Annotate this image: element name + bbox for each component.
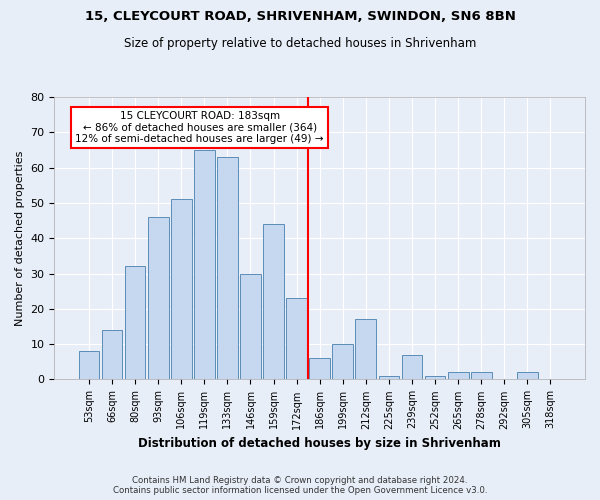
Bar [471, 372, 491, 380]
Bar [332, 344, 353, 380]
Bar [148, 217, 169, 380]
Bar [194, 150, 215, 380]
Bar [171, 200, 191, 380]
Bar [286, 298, 307, 380]
Text: Contains HM Land Registry data © Crown copyright and database right 2024.
Contai: Contains HM Land Registry data © Crown c… [113, 476, 487, 495]
Bar [310, 358, 330, 380]
Y-axis label: Number of detached properties: Number of detached properties [15, 150, 25, 326]
Bar [425, 376, 445, 380]
Bar [448, 372, 469, 380]
Text: Size of property relative to detached houses in Shrivenham: Size of property relative to detached ho… [124, 38, 476, 51]
Bar [240, 274, 261, 380]
Bar [263, 224, 284, 380]
Bar [379, 376, 400, 380]
Bar [125, 266, 145, 380]
Text: 15 CLEYCOURT ROAD: 183sqm
← 86% of detached houses are smaller (364)
12% of semi: 15 CLEYCOURT ROAD: 183sqm ← 86% of detac… [76, 111, 324, 144]
Bar [101, 330, 122, 380]
Bar [401, 354, 422, 380]
Bar [217, 157, 238, 380]
Text: 15, CLEYCOURT ROAD, SHRIVENHAM, SWINDON, SN6 8BN: 15, CLEYCOURT ROAD, SHRIVENHAM, SWINDON,… [85, 10, 515, 23]
X-axis label: Distribution of detached houses by size in Shrivenham: Distribution of detached houses by size … [138, 437, 501, 450]
Bar [355, 320, 376, 380]
Bar [79, 351, 99, 380]
Bar [517, 372, 538, 380]
